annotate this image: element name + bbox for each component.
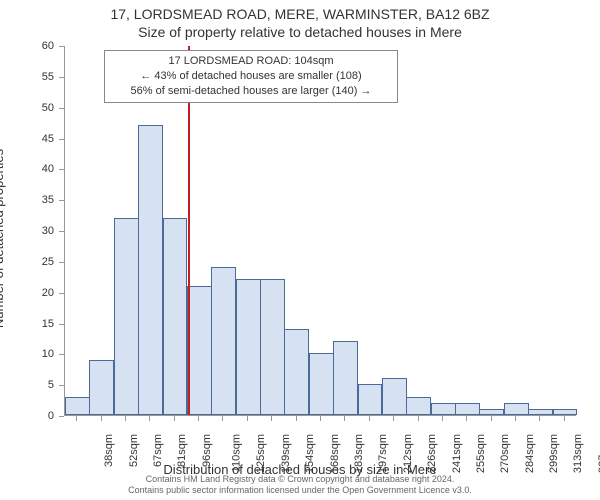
y-tick-mark — [59, 416, 64, 417]
x-tick-mark — [515, 416, 516, 421]
histogram-bar — [138, 125, 163, 415]
x-tick-mark — [125, 416, 126, 421]
annotation-line: 17 LORDSMEAD ROAD: 104sqm — [111, 54, 391, 69]
x-tick-mark — [76, 416, 77, 421]
histogram-bar — [211, 267, 236, 415]
histogram-bar — [260, 279, 285, 415]
chart-container: 17, LORDSMEAD ROAD, MERE, WARMINSTER, BA… — [0, 0, 600, 500]
x-tick-mark — [101, 416, 102, 421]
x-tick-mark — [491, 416, 492, 421]
histogram-bar — [236, 279, 261, 415]
x-tick-mark — [393, 416, 394, 421]
histogram-bar — [187, 286, 212, 416]
x-tick-mark — [539, 416, 540, 421]
y-tick-label: 30 — [0, 225, 54, 237]
histogram-bar — [382, 378, 407, 415]
histogram-bar — [358, 384, 383, 415]
y-tick-label: 60 — [0, 40, 54, 52]
histogram-bar — [528, 409, 553, 415]
histogram-bar — [163, 218, 188, 415]
histogram-bar — [333, 341, 358, 415]
chart-title-line1: 17, LORDSMEAD ROAD, MERE, WARMINSTER, BA… — [0, 6, 600, 22]
x-tick-mark — [247, 416, 248, 421]
histogram-bar — [284, 329, 309, 415]
annotation-box: 17 LORDSMEAD ROAD: 104sqm← 43% of detach… — [104, 50, 398, 103]
x-tick-mark — [466, 416, 467, 421]
x-tick-mark — [442, 416, 443, 421]
y-axis-label: Number of detached properties — [0, 149, 6, 328]
histogram-bar — [504, 403, 529, 415]
histogram-bar — [553, 409, 578, 415]
y-tick-label: 5 — [0, 379, 54, 391]
histogram-bar — [406, 397, 431, 416]
y-tick-label: 10 — [0, 348, 54, 360]
histogram-bar — [309, 353, 334, 415]
y-tick-label: 55 — [0, 71, 54, 83]
y-tick-label: 20 — [0, 287, 54, 299]
x-tick-mark — [418, 416, 419, 421]
x-tick-mark — [564, 416, 565, 421]
y-tick-label: 25 — [0, 256, 54, 268]
y-tick-label: 15 — [0, 318, 54, 330]
x-tick-mark — [222, 416, 223, 421]
y-tick-label: 35 — [0, 194, 54, 206]
histogram-bar — [431, 403, 456, 415]
histogram-bar — [114, 218, 139, 415]
footer-line2: Contains public sector information licen… — [0, 485, 600, 496]
histogram-bar — [479, 409, 504, 415]
x-tick-mark — [344, 416, 345, 421]
annotation-line: 56% of semi-detached houses are larger (… — [111, 84, 391, 99]
y-tick-label: 40 — [0, 163, 54, 175]
x-tick-mark — [320, 416, 321, 421]
annotation-line: ← 43% of detached houses are smaller (10… — [111, 69, 391, 84]
histogram-bar — [89, 360, 114, 416]
histogram-bar — [455, 403, 480, 415]
y-tick-label: 50 — [0, 102, 54, 114]
x-tick-mark — [296, 416, 297, 421]
x-tick-mark — [271, 416, 272, 421]
footer-line1: Contains HM Land Registry data © Crown c… — [0, 474, 600, 485]
histogram-bar — [65, 397, 90, 416]
x-tick-mark — [174, 416, 175, 421]
x-tick-mark — [369, 416, 370, 421]
x-tick-mark — [149, 416, 150, 421]
chart-title-line2: Size of property relative to detached ho… — [0, 24, 600, 40]
y-tick-label: 45 — [0, 133, 54, 145]
y-tick-label: 0 — [0, 410, 54, 422]
x-tick-mark — [198, 416, 199, 421]
footer-credits: Contains HM Land Registry data © Crown c… — [0, 474, 600, 496]
